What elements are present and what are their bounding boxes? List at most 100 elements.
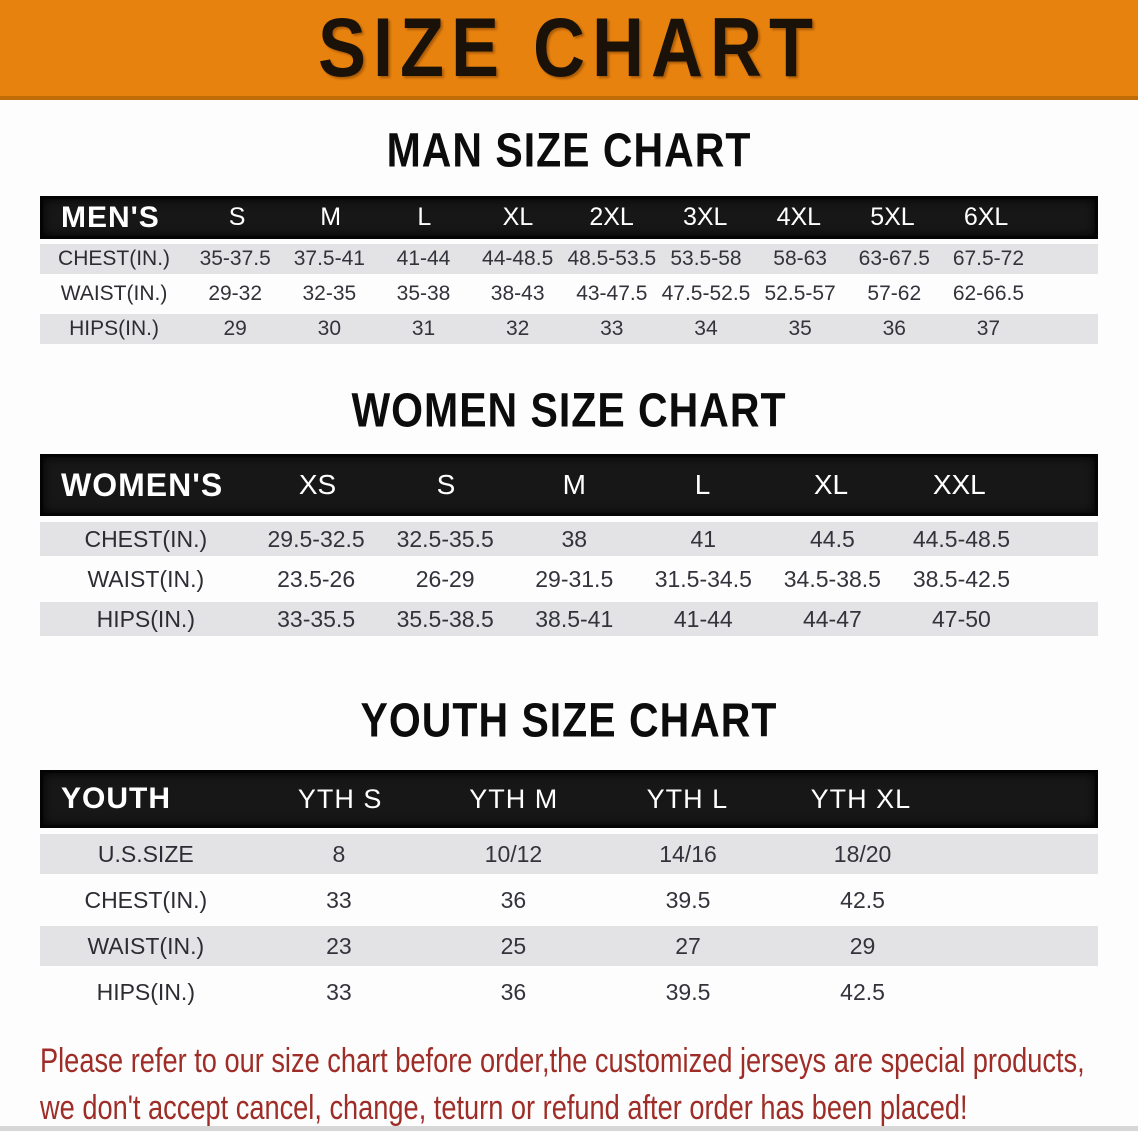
size-cell: 67.5-72 xyxy=(952,247,1025,270)
size-cell: 29-31.5 xyxy=(535,565,614,592)
man-section-heading: MAN SIZE CHART xyxy=(0,123,1138,177)
column-header: 2XL xyxy=(589,203,634,231)
youth-table-title: YOUTH xyxy=(61,782,171,815)
size-cell: 35-38 xyxy=(396,282,451,305)
women-table-title: WOMEN'S xyxy=(61,466,224,503)
size-cell: 10/12 xyxy=(484,840,543,867)
row-label: CHEST(IN.) xyxy=(58,247,171,270)
banner-title: SIZE CHART xyxy=(318,1,820,95)
size-cell: 35-37.5 xyxy=(199,247,271,270)
size-cell: 27 xyxy=(675,932,701,959)
size-cell: 32-35 xyxy=(302,282,357,305)
size-cell: 38 xyxy=(561,525,588,552)
size-cell: 43-47.5 xyxy=(576,282,648,305)
row-label: WAIST(IN.) xyxy=(60,282,168,305)
row-label: WAIST(IN.) xyxy=(87,932,205,959)
row-label: HIPS(IN.) xyxy=(69,317,159,340)
row-label: CHEST(IN.) xyxy=(84,886,208,913)
size-cell: 39.5 xyxy=(665,886,711,913)
size-cell: 44.5 xyxy=(809,525,855,552)
size-cell: 41-44 xyxy=(396,247,451,270)
size-cell: 18/20 xyxy=(833,840,892,867)
size-cell: 58-63 xyxy=(773,247,827,270)
row-label: U.S.SIZE xyxy=(97,840,194,867)
table-row: HIPS(IN.) 29 30 31 32 33 34 35 36 37 xyxy=(40,314,1098,344)
size-cell: 31.5-34.5 xyxy=(654,565,752,592)
size-cell: 52.5-57 xyxy=(764,282,836,305)
size-cell: 42.5 xyxy=(840,978,885,1005)
size-cell: 38.5-41 xyxy=(535,605,614,632)
size-cell: 29 xyxy=(223,317,247,340)
size-cell: 25 xyxy=(500,932,527,959)
table-row: HIPS(IN.) 33-35.5 35.5-38.5 38.5-41 41-4… xyxy=(40,602,1098,636)
column-header: 5XL xyxy=(870,203,915,231)
row-label: HIPS(IN.) xyxy=(96,605,195,632)
column-header: YTH M xyxy=(469,783,559,814)
youth-size-table: YOUTH YTH S YTH M YTH L YTH XL U.S.SIZE … xyxy=(40,770,1098,1012)
disclaimer: Please refer to our size chart before or… xyxy=(40,1038,1138,1132)
column-header: XL xyxy=(813,469,849,500)
size-cell: 48.5-53.5 xyxy=(567,247,657,270)
size-cell: 29-32 xyxy=(208,282,263,305)
table-row: CHEST(IN.) 35-37.5 37.5-41 41-44 44-48.5… xyxy=(40,244,1098,274)
size-cell: 23.5-26 xyxy=(277,565,356,592)
size-cell: 30 xyxy=(317,317,342,340)
size-cell: 33 xyxy=(600,317,624,340)
size-cell: 33 xyxy=(326,886,352,913)
footer-divider xyxy=(0,1126,1138,1131)
size-cell: 47-50 xyxy=(932,605,991,632)
size-cell: 63-67.5 xyxy=(858,247,930,270)
size-cell: 34.5-38.5 xyxy=(783,565,881,592)
size-cell: 32.5-35.5 xyxy=(396,525,494,552)
size-cell: 26-29 xyxy=(415,565,475,592)
size-cell: 34 xyxy=(694,317,718,340)
men-table-header-row: MEN'S S M L XL 2XL 3XL 4XL 5XL 6XL xyxy=(40,196,1098,239)
column-header: 3XL xyxy=(682,203,728,231)
column-header: M xyxy=(562,469,586,500)
size-cell: 44-48.5 xyxy=(482,247,554,270)
size-cell: 37.5-41 xyxy=(293,247,365,270)
size-cell: 31 xyxy=(411,317,436,340)
table-row: U.S.SIZE 8 10/12 14/16 18/20 xyxy=(40,834,1098,874)
disclaimer-line-2: we don't accept cancel, change, teturn o… xyxy=(40,1089,968,1127)
size-cell: 14/16 xyxy=(659,840,717,867)
row-label: WAIST(IN.) xyxy=(87,565,205,592)
size-cell: 39.5 xyxy=(665,978,711,1005)
table-row: WAIST(IN.) 23 25 27 29 xyxy=(40,926,1098,966)
size-cell: 47.5-52.5 xyxy=(661,282,751,305)
size-cell: 32 xyxy=(505,317,530,340)
size-cell: 57-62 xyxy=(867,282,922,305)
women-table-header-row: WOMEN'S XS S M L XL XXL xyxy=(40,454,1098,516)
size-cell: 35.5-38.5 xyxy=(396,605,494,632)
column-header: YTH L xyxy=(646,783,729,814)
table-row: CHEST(IN.) 33 36 39.5 42.5 xyxy=(40,880,1098,920)
man-heading-text: MAN SIZE CHART xyxy=(386,122,752,178)
size-cell: 36 xyxy=(500,978,527,1005)
column-header: YTH S xyxy=(297,783,383,814)
size-cell: 35 xyxy=(788,317,812,340)
disclaimer-line-1: Please refer to our size chart before or… xyxy=(40,1042,1085,1080)
size-cell: 42.5 xyxy=(840,886,885,913)
column-header: XL xyxy=(502,203,534,231)
column-header: 4XL xyxy=(776,203,822,231)
table-row: HIPS(IN.) 33 36 39.5 42.5 xyxy=(40,972,1098,1012)
men-table-title: MEN'S xyxy=(61,200,160,234)
youth-table-header-row: YOUTH YTH S YTH M YTH L YTH XL xyxy=(40,770,1098,828)
table-row: CHEST(IN.) 29.5-32.5 32.5-35.5 38 41 44.… xyxy=(40,522,1098,556)
column-header: L xyxy=(417,203,432,231)
size-cell: 41 xyxy=(690,525,717,552)
size-cell: 29 xyxy=(849,932,876,959)
youth-section-heading: YOUTH SIZE CHART xyxy=(0,693,1138,747)
column-header: S xyxy=(228,203,246,231)
size-cell: 29.5-32.5 xyxy=(267,525,365,552)
size-cell: 53.5-58 xyxy=(670,247,742,270)
size-cell: 41-44 xyxy=(673,605,733,632)
size-cell: 37 xyxy=(976,317,1001,340)
row-label: HIPS(IN.) xyxy=(96,978,195,1005)
table-row: WAIST(IN.) 29-32 32-35 35-38 38-43 43-47… xyxy=(40,279,1098,309)
column-header: S xyxy=(436,469,456,500)
table-row: WAIST(IN.) 23.5-26 26-29 29-31.5 31.5-34… xyxy=(40,562,1098,596)
column-header: M xyxy=(320,203,342,231)
size-cell: 44.5-48.5 xyxy=(912,525,1011,552)
size-cell: 23 xyxy=(326,932,352,959)
